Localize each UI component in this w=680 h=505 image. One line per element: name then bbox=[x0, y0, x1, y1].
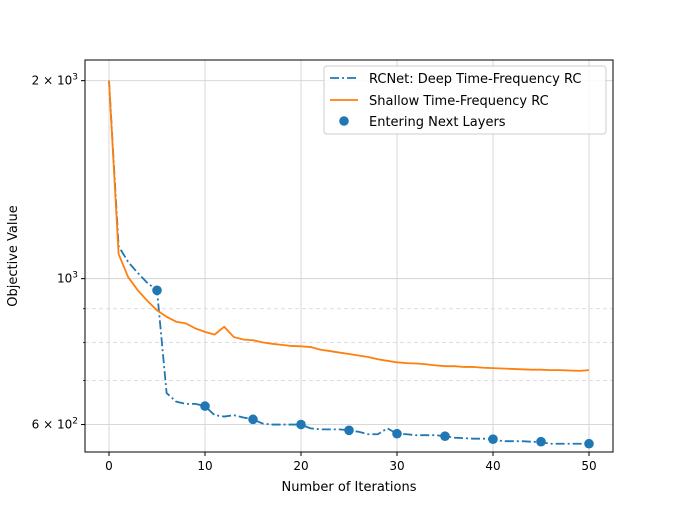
marker-point bbox=[488, 434, 498, 444]
y-axis: 6 × 102 103 2 × 103 bbox=[32, 73, 85, 432]
marker-point bbox=[344, 425, 354, 436]
x-tick-label: 20 bbox=[293, 459, 308, 473]
marker-point bbox=[392, 428, 402, 439]
series-layer bbox=[108, 80, 594, 449]
x-axis: 0 10 20 30 40 50 bbox=[105, 452, 597, 473]
plot-frame bbox=[84, 59, 614, 453]
legend-deep-label: RCNet: Deep Time-Frequency RC bbox=[369, 72, 581, 87]
legend: RCNet: Deep Time-Frequency RC Shallow Ti… bbox=[323, 65, 607, 135]
x-axis-label: Number of Iterations bbox=[282, 480, 417, 495]
marker-point bbox=[296, 419, 306, 430]
y-tick-label: 2 × 103 bbox=[32, 73, 78, 88]
x-tick-label: 30 bbox=[389, 459, 404, 473]
x-tick-label: 40 bbox=[485, 459, 500, 473]
legend-shallow-label: Shallow Time-Frequency RC bbox=[369, 94, 549, 109]
y-axis-label: Objective Value bbox=[6, 205, 21, 306]
marker-point bbox=[152, 285, 162, 296]
series-line-shallow bbox=[108, 80, 590, 372]
legend-marker-label: Entering Next Layers bbox=[369, 115, 506, 130]
series-line-deep bbox=[108, 80, 589, 445]
legend-marker bbox=[339, 116, 349, 126]
x-tick-label: 0 bbox=[105, 459, 113, 473]
marker-point bbox=[536, 436, 546, 447]
marker-point bbox=[200, 401, 210, 411]
legend-box bbox=[323, 65, 607, 135]
y-tick-label: 6 × 102 bbox=[32, 417, 78, 432]
marker-point bbox=[584, 438, 594, 449]
y-tick-label: 103 bbox=[57, 271, 78, 286]
marker-point bbox=[440, 431, 450, 441]
x-tick-label: 10 bbox=[197, 459, 212, 473]
x-tick-label: 50 bbox=[581, 459, 596, 473]
marker-point bbox=[248, 414, 258, 425]
